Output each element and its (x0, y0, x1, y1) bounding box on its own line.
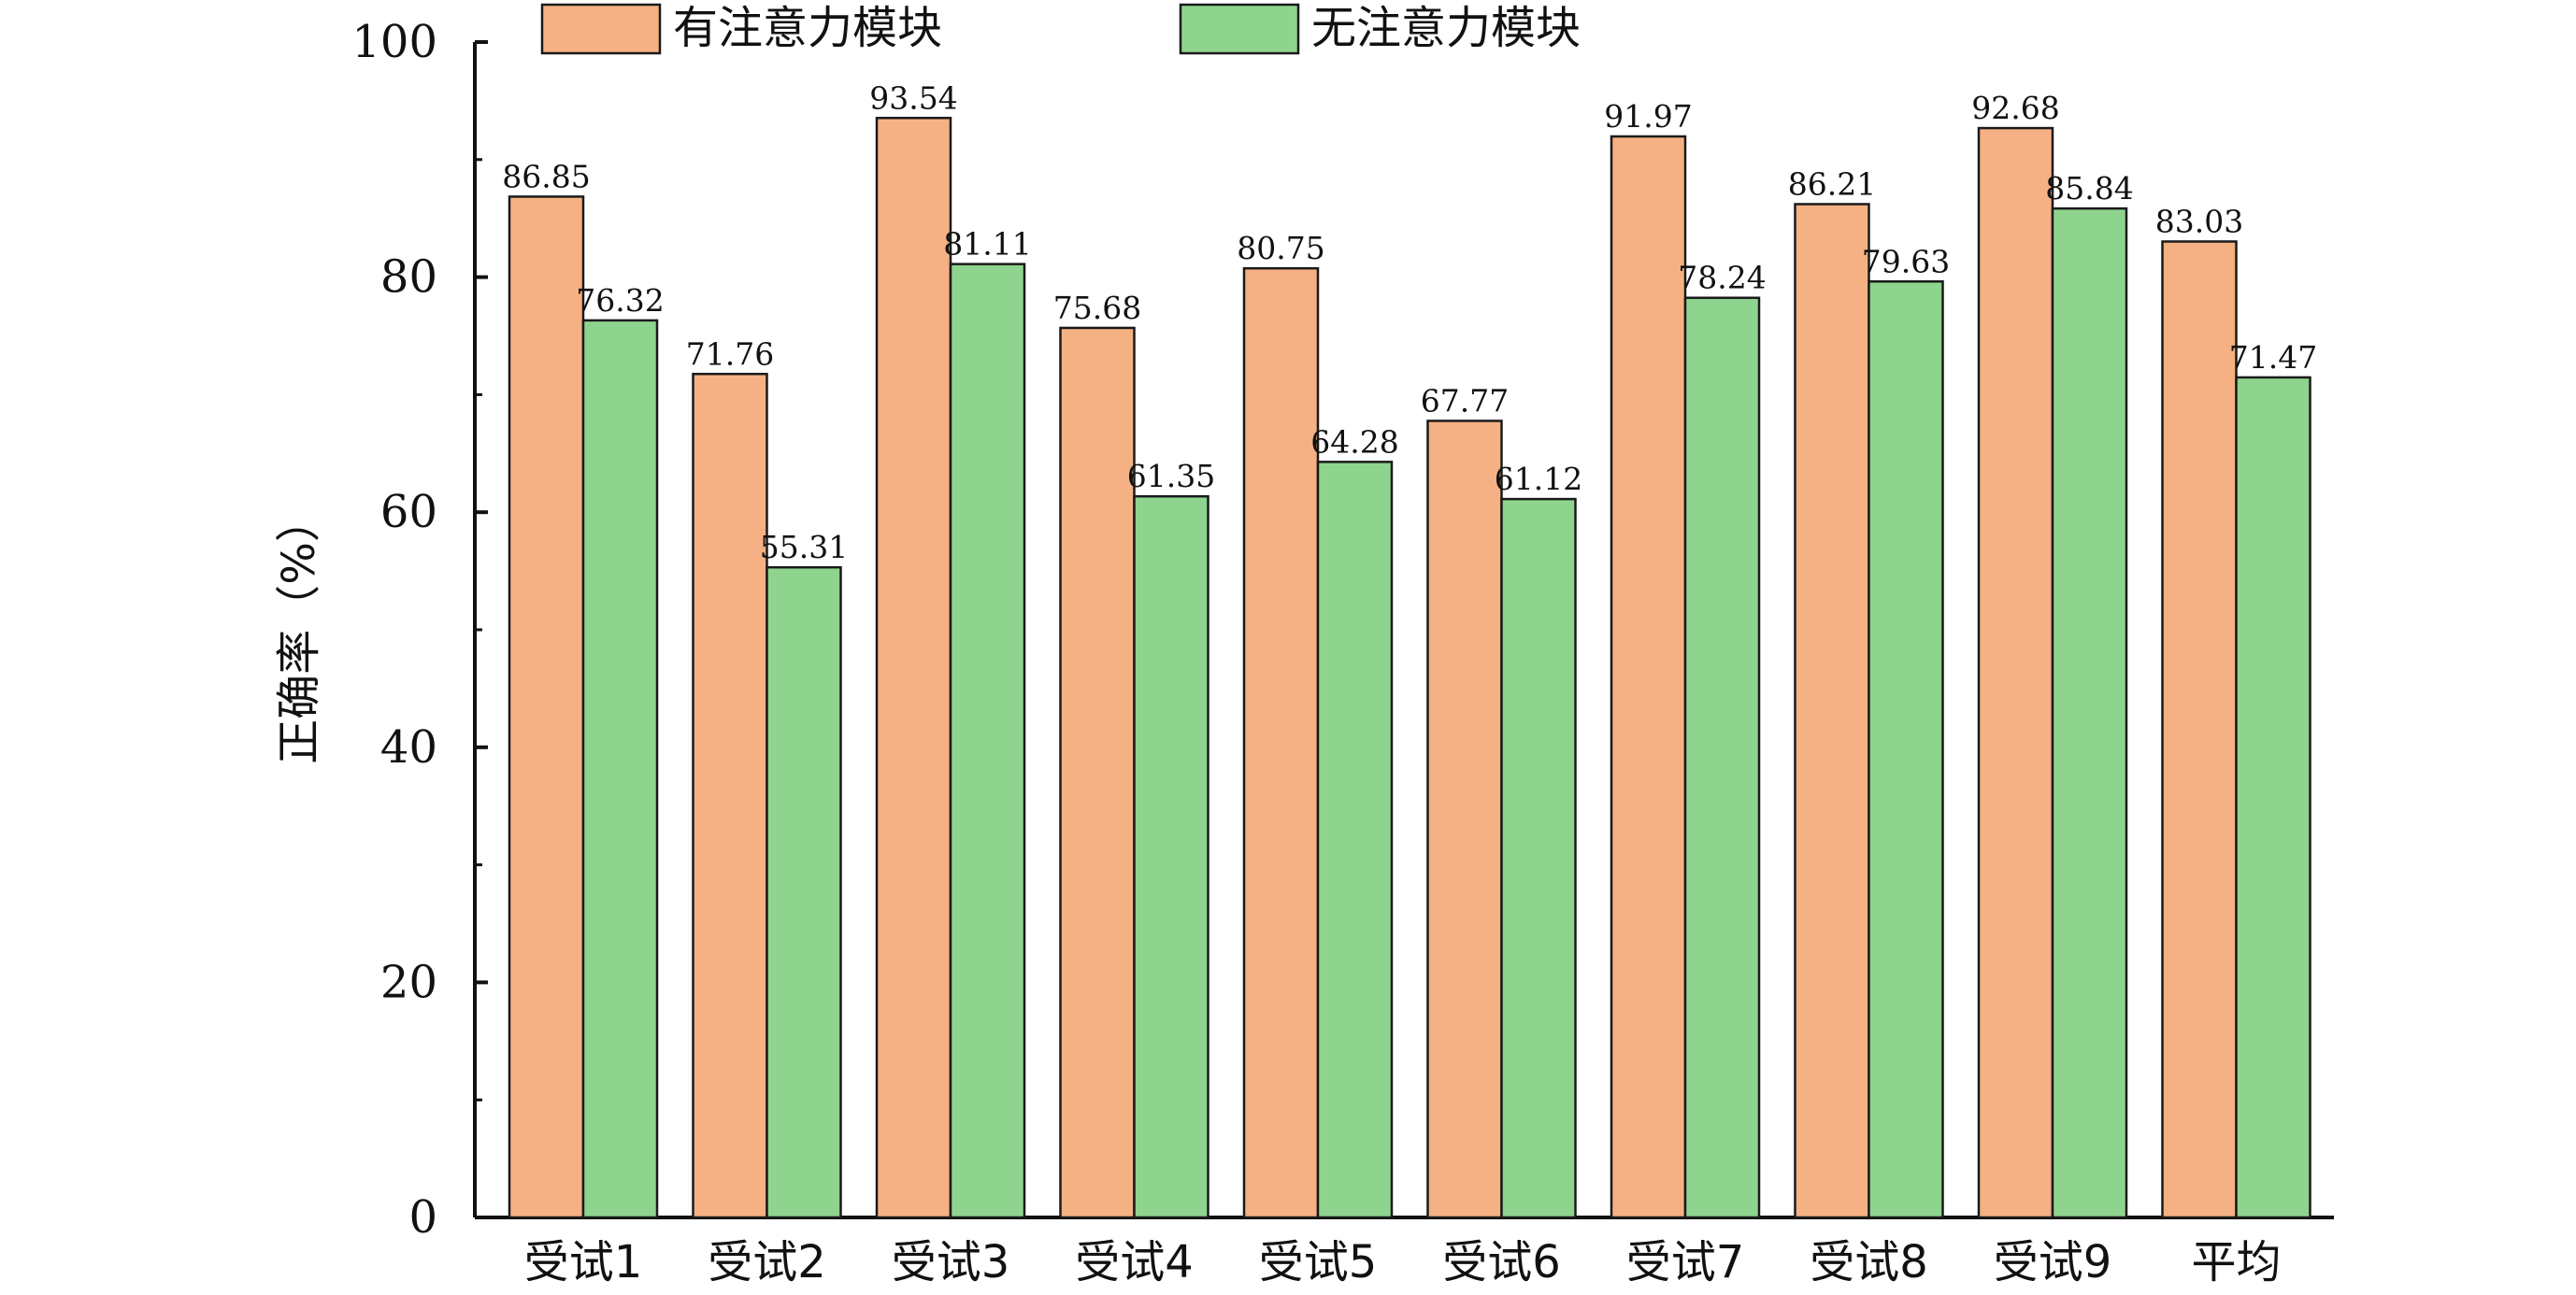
data-label: 64.28 (1310, 423, 1398, 460)
data-label: 61.35 (1127, 458, 1215, 494)
x-category-label: 受试6 (1442, 1236, 1561, 1288)
bar (1426, 420, 1503, 1219)
bar (1683, 296, 1761, 1219)
y-tick-label: 60 (380, 486, 437, 538)
x-category-label: 受试7 (1626, 1236, 1745, 1288)
y-tick-label: 20 (380, 956, 437, 1008)
data-labels: 86.85 76.32 71.76 55.31 93.54 81.11 75.68 61.35… (502, 79, 2317, 565)
bar (2235, 376, 2311, 1219)
legend-label: 无注意力模块 (1311, 2, 1581, 54)
y-tick-label: 100 (351, 16, 437, 68)
bar (1868, 280, 1944, 1219)
data-label: 61.12 (1495, 461, 1582, 497)
legend-swatch (540, 3, 662, 55)
x-category-label: 受试3 (892, 1236, 1010, 1288)
x-category-label: 受试1 (524, 1236, 643, 1288)
bar (1500, 497, 1577, 1219)
bar (766, 565, 842, 1219)
bar (1610, 135, 1687, 1219)
y-axis: 0 20 40 60 80 100 (351, 16, 488, 1244)
bar (1977, 126, 2054, 1219)
legend: 有注意力模块 无注意力模块 (540, 2, 1581, 55)
bar (2051, 206, 2128, 1219)
x-category-label: 受试5 (1259, 1236, 1378, 1288)
y-axis-title: 正确率（%） (273, 497, 325, 764)
data-label: 80.75 (1237, 230, 1324, 266)
x-category-label: 受试8 (1810, 1236, 1928, 1288)
data-label: 67.77 (1421, 382, 1509, 419)
data-label: 71.76 (686, 335, 774, 372)
y-tick-label: 0 (408, 1191, 437, 1244)
bar (1133, 494, 1209, 1219)
data-label: 79.63 (1862, 243, 1950, 279)
x-category-label: 受试4 (1075, 1236, 1194, 1288)
data-label: 76.32 (576, 282, 664, 319)
bar (692, 373, 768, 1219)
data-label: 78.24 (1678, 260, 1766, 296)
bar (2161, 240, 2238, 1219)
legend-label: 有注意力模块 (673, 2, 942, 54)
x-category-label: 受试2 (708, 1236, 826, 1288)
data-label: 55.31 (760, 529, 848, 565)
data-label: 75.68 (1053, 290, 1141, 326)
data-label: 85.84 (2045, 170, 2133, 206)
bar (508, 195, 585, 1219)
bar (1316, 461, 1394, 1219)
data-label: 81.11 (943, 226, 1031, 263)
x-category-label: 平均 (2191, 1236, 2281, 1288)
legend-swatch (1179, 3, 1300, 55)
data-label: 92.68 (1971, 90, 2059, 126)
data-label: 91.97 (1604, 98, 1692, 135)
y-tick-label: 80 (380, 251, 437, 304)
bar (875, 117, 952, 1219)
data-label: 83.03 (2155, 203, 2243, 239)
data-label: 93.54 (869, 79, 957, 116)
bar (1242, 266, 1320, 1219)
bar (1059, 326, 1136, 1219)
bar (1794, 203, 1870, 1219)
x-axis: 受试1 受试2 受试3 受试4 受试5 受试6 受试7 受试8 受试9 平均 (475, 1216, 2334, 1288)
data-label: 71.47 (2229, 339, 2317, 376)
data-label: 86.21 (1788, 165, 1876, 202)
data-label: 86.85 (502, 158, 590, 194)
x-category-label: 受试9 (1994, 1236, 2112, 1288)
bar (581, 319, 659, 1219)
y-tick-label: 40 (380, 721, 437, 774)
bar (949, 263, 1026, 1219)
bars (508, 117, 2311, 1219)
